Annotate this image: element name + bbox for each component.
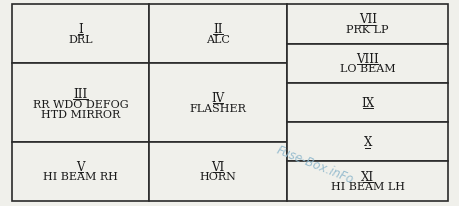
Text: VIII: VIII [356,52,378,65]
Text: I: I [78,23,83,36]
Bar [11,64,149,142]
Text: DRL: DRL [68,35,92,45]
Text: VI: VI [211,160,224,173]
Text: X: X [363,136,371,149]
Text: Fuse-Box.inFo: Fuse-Box.inFo [274,144,355,186]
Bar [11,5,149,64]
Bar [149,64,286,142]
Bar [286,162,448,201]
Bar [286,44,448,83]
Text: III: III [73,87,87,100]
Text: ALC: ALC [206,35,230,45]
Text: LO BEAM: LO BEAM [339,64,395,74]
Bar [286,123,448,162]
Text: VII: VII [358,13,376,26]
Text: IX: IX [360,97,374,109]
Text: FLASHER: FLASHER [189,103,246,113]
Bar [286,83,448,123]
Text: IV: IV [211,91,224,104]
Text: XI: XI [360,170,374,183]
Bar [286,5,448,44]
Text: HORN: HORN [199,172,236,182]
Bar [149,142,286,201]
Text: V: V [76,160,84,173]
Text: HI BEAM RH: HI BEAM RH [43,172,118,182]
Text: II: II [213,23,222,36]
Text: PRK LP: PRK LP [346,25,388,35]
Text: HI BEAM LH: HI BEAM LH [330,181,404,191]
Text: HTD MIRROR: HTD MIRROR [40,109,120,119]
Text: RR WDO DEFOG: RR WDO DEFOG [33,99,128,109]
Bar [149,5,286,64]
Bar [11,142,149,201]
